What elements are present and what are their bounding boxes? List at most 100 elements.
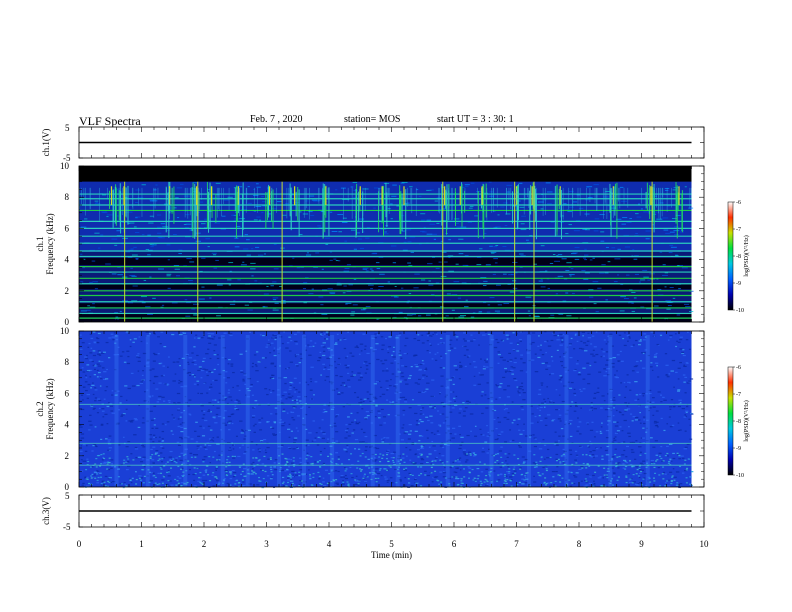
noise-speckle-low [631, 482, 634, 484]
spectrogram-dark-band [79, 318, 692, 322]
noise-speckle [346, 431, 348, 433]
noise-speckle [607, 415, 611, 418]
noise-speckle [83, 258, 86, 260]
noise-speckle [646, 308, 652, 310]
colorbar-tick-label: -6 [736, 200, 741, 206]
noise-speckle [386, 387, 390, 390]
noise-speckle-low [226, 474, 229, 477]
noise-speckle [130, 267, 133, 269]
noise-speckle [624, 410, 627, 412]
noise-speckle [385, 380, 389, 382]
noise-speckle [324, 195, 329, 197]
noise-speckle [208, 438, 211, 440]
noise-speckle [561, 365, 563, 367]
noise-speckle [358, 218, 365, 220]
noise-speckle [330, 365, 333, 367]
noise-speckle-low [291, 482, 294, 485]
noise-speckle-low [469, 454, 472, 456]
noise-speckle-low [485, 479, 488, 481]
noise-speckle [245, 394, 247, 396]
noise-speckle [187, 363, 190, 365]
noise-speckle [684, 376, 688, 378]
noise-speckle [212, 416, 216, 418]
noise-speckle [289, 361, 294, 363]
noise-speckle [622, 467, 625, 469]
noise-speckle [133, 226, 137, 228]
noise-speckle-low [312, 473, 315, 475]
noise-speckle [565, 270, 570, 272]
noise-speckle [514, 357, 517, 359]
noise-speckle [480, 395, 484, 397]
noise-speckle [134, 201, 139, 203]
noise-speckle [286, 342, 290, 344]
noise-speckle [351, 421, 354, 423]
noise-speckle [328, 381, 332, 383]
noise-speckle [421, 334, 424, 336]
noise-speckle [319, 450, 322, 453]
noise-speckle [322, 411, 326, 413]
noise-speckle [167, 259, 170, 261]
noise-speckle [555, 458, 559, 460]
noise-speckle [331, 426, 333, 428]
noise-speckle [423, 390, 426, 393]
noise-speckle [408, 424, 412, 426]
noise-speckle [669, 231, 675, 233]
noise-speckle [681, 352, 685, 355]
noise-speckle-low [123, 459, 126, 461]
noise-speckle [452, 461, 455, 463]
noise-speckle [274, 459, 278, 461]
noise-speckle [512, 349, 516, 351]
noise-speckle [392, 401, 395, 403]
noise-speckle-low [330, 480, 333, 483]
noise-speckle-low [359, 455, 362, 457]
noise-speckle-low [335, 479, 338, 481]
noise-speckle [109, 405, 114, 407]
noise-speckle [141, 422, 145, 424]
noise-speckle [168, 480, 172, 482]
noise-speckle [677, 454, 680, 456]
noise-speckle [639, 472, 642, 474]
noise-speckle-low [262, 477, 265, 480]
noise-speckle [208, 342, 212, 344]
noise-speckle [173, 265, 180, 267]
noise-speckle [429, 335, 432, 337]
noise-speckle [273, 354, 277, 357]
noise-speckle [605, 299, 608, 301]
noise-speckle [391, 373, 395, 375]
noise-speckle [632, 249, 635, 251]
noise-speckle [213, 368, 216, 371]
noise-speckle [365, 306, 371, 308]
noise-speckle-low [350, 473, 353, 475]
noise-speckle [582, 335, 584, 337]
noise-speckle [294, 437, 298, 439]
noise-speckle [678, 399, 682, 401]
noise-speckle-low [212, 472, 215, 474]
noise-speckle [614, 436, 617, 438]
noise-speckle [607, 205, 612, 207]
noise-speckle [204, 444, 207, 446]
noise-speckle-low [95, 458, 98, 460]
noise-speckle [107, 468, 111, 471]
noise-speckle [594, 218, 600, 220]
noise-speckle [140, 296, 147, 298]
noise-speckle [415, 424, 419, 426]
noise-speckle-low [648, 486, 651, 489]
noise-speckle [468, 401, 471, 403]
noise-speckle [550, 400, 553, 402]
noise-speckle [218, 481, 220, 483]
noise-speckle-low [193, 467, 196, 469]
start-time-label: start UT = 3 : 30: 1 [437, 114, 514, 125]
noise-speckle [378, 289, 381, 291]
noise-speckle [440, 240, 444, 242]
noise-speckle [410, 251, 414, 253]
noise-speckle [482, 302, 487, 304]
noise-speckle [443, 261, 448, 263]
noise-speckle-low [614, 453, 617, 456]
noise-speckle [189, 374, 191, 376]
noise-speckle [322, 342, 326, 344]
noise-speckle-low [319, 454, 322, 456]
noise-speckle [270, 468, 273, 471]
noise-speckle-low [252, 471, 255, 473]
noise-speckle [103, 398, 106, 400]
noise-speckle [225, 371, 228, 373]
